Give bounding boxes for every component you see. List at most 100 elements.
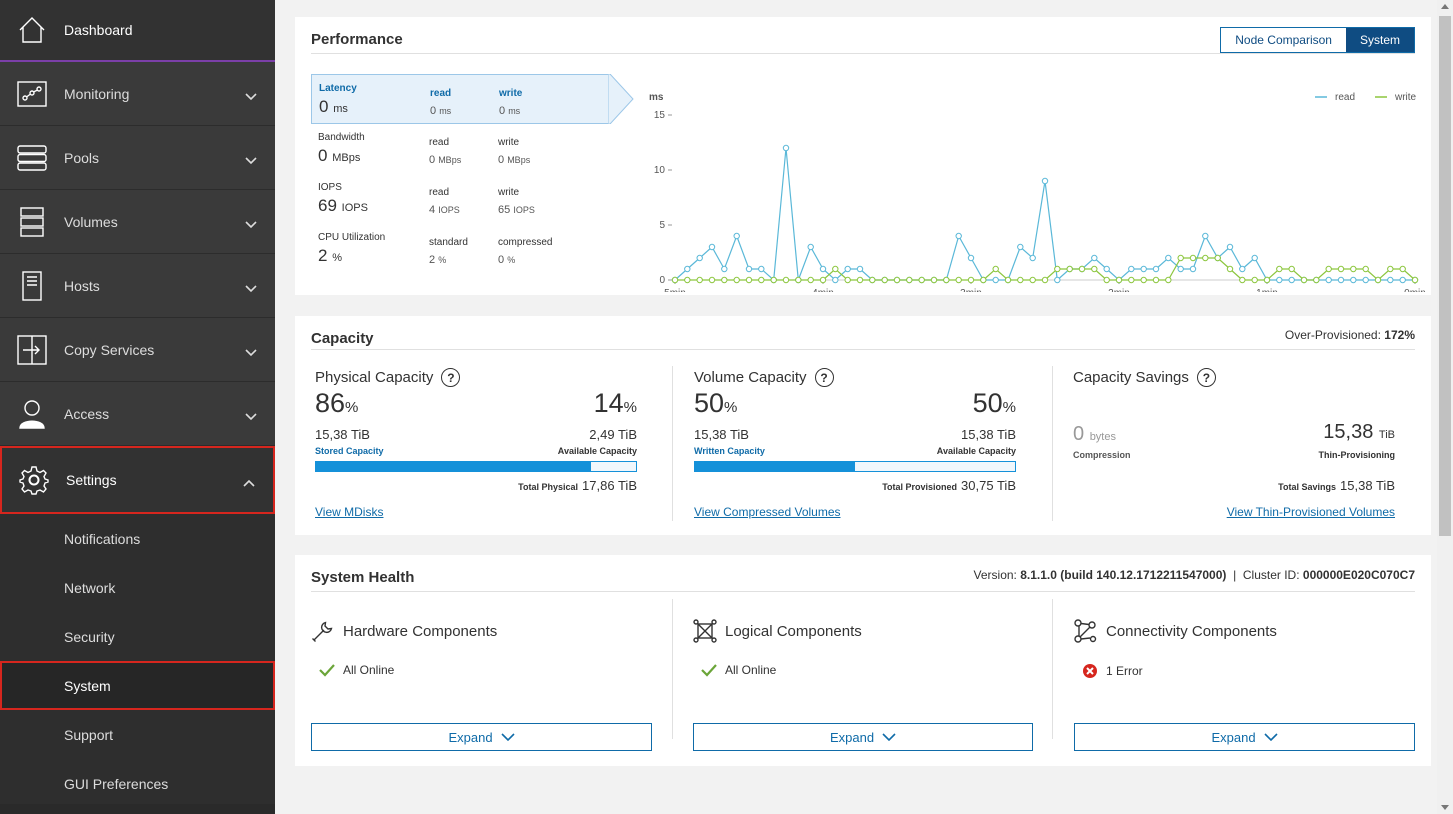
nav-settings[interactable]: Settings [0,446,275,514]
data-point-read [1054,276,1061,284]
metric-bandwidth[interactable]: Bandwidth 0 MBps read 0 MBps write 0 MBp… [311,124,611,174]
physical-capacity-title: Physical Capacity? [315,368,461,387]
nav-settings-label: Settings [66,472,117,488]
written-tib-value: 15,38 [694,427,727,442]
cluster-value: 000000E020C070C7 [1302,568,1415,582]
over-provisioned-value: 172% [1384,328,1415,342]
volume-capacity-title: Volume Capacity? [694,368,834,387]
compression-value: 0 [1073,423,1085,445]
metric-iops[interactable]: IOPS 69 IOPS read 4 IOPS write 65 IOPS [311,174,611,224]
y-axis-label: ms [649,92,664,103]
total-physical-label: Total Physical [518,482,579,492]
connectivity-status: 1 Error [1082,663,1143,679]
data-point-write [844,276,851,284]
nav-volumes[interactable]: Volumes [0,190,275,254]
view-mdisks-link[interactable]: View MDisks [315,505,384,519]
latency-chart: ms 0 5 10 15 5min 4min 3min 2min 1min 0min read writ… [649,92,1425,292]
error-icon [1083,664,1097,678]
metric-unit: % [332,252,342,264]
vertical-scrollbar[interactable] [1437,0,1453,814]
divider [1052,366,1053,521]
available-capacity-label: Available Capacity [557,446,637,456]
scroll-down-arrow-icon[interactable] [1441,805,1449,810]
wrench-icon [312,621,333,642]
help-icon[interactable]: ? [1196,368,1216,387]
y-tick-label: 15 [654,110,666,121]
sub-item-network[interactable]: Network [64,579,116,596]
connectivity-components: Connectivity Components 1 Error Expand [1074,599,1415,759]
node-comparison-button[interactable]: Node Comparison [1221,28,1346,52]
metric-cpu-utilization[interactable]: CPU Utilization 2 % standard 2 % compres… [311,224,611,274]
total-physical-value: 17,86 TiB [582,478,637,493]
x-tick-label: 5min [664,288,686,292]
logical-components-title: Logical Components [693,619,862,643]
monitoring-icon [0,80,64,107]
data-point-read [955,232,962,240]
hardware-components-title: Hardware Components [311,619,497,643]
nav-access[interactable]: Access [0,382,275,446]
nav-copy-services[interactable]: Copy Services [0,318,275,382]
over-provisioned-label: Over-Provisioned: [1284,328,1381,342]
metric-compressed-label: compressed [498,237,553,248]
metric-compressed-value: 0 % [498,254,515,266]
metric-name: CPU Utilization [318,232,386,243]
data-point-read [758,265,765,273]
view-thin-provisioned-volumes-link[interactable]: View Thin-Provisioned Volumes [1226,505,1395,519]
metric-read-value: 0 MBps [429,154,461,166]
sidebar-footer [0,804,275,814]
unit: TiB [729,427,749,442]
data-point-write [1189,254,1197,262]
metric-latency[interactable]: Latency 0 ms read 0 ms write 0 ms [311,74,634,124]
view-compressed-volumes-link[interactable]: View Compressed Volumes [694,505,841,519]
sub-item-system[interactable]: System [0,661,275,710]
nav-pools-label: Pools [64,149,100,166]
data-point-write [782,276,790,284]
expand-hardware-button[interactable]: Expand [311,723,652,751]
help-icon[interactable]: ? [814,368,834,387]
divider [672,599,673,739]
data-point-write [881,276,888,284]
nav-pools[interactable]: Pools [0,126,275,190]
data-point-write [1091,265,1098,273]
chevron-up-icon [243,474,255,492]
divider [311,591,1415,592]
expand-logical-button[interactable]: Expand [693,723,1033,751]
data-point-write [1239,276,1246,284]
connectivity-icon [1074,619,1097,643]
data-point-read [856,265,864,273]
data-point-write [1078,265,1086,273]
compression-label: Compression [1073,450,1131,460]
volume-capacity-heading: Volume Capacity [694,369,807,386]
help-icon[interactable]: ? [441,368,461,387]
series-line-write [675,257,1416,281]
data-point-write [721,276,728,284]
data-point-write [1140,276,1147,284]
metric-value-number: 0 [319,97,329,116]
data-point-write [696,276,703,284]
capacity-title: Capacity [311,330,374,347]
chevron-down-icon [245,408,257,426]
stored-capacity-label: Stored Capacity [315,446,384,456]
unit: TiB [350,427,370,442]
divider [311,53,1415,54]
available-tib-value: 2,49 [589,427,615,442]
sub-item-notifications[interactable]: Notifications [64,530,141,547]
data-point-write [930,276,938,284]
scroll-up-arrow-icon[interactable] [1441,4,1449,9]
data-point-read [1387,276,1394,284]
available-tib: 2,49 TiB [589,427,637,442]
expand-connectivity-button[interactable]: Expand [1074,723,1415,751]
nav-monitoring[interactable]: Monitoring [0,62,275,126]
data-point-write [1017,276,1024,284]
written-percent-value: 50 [694,388,725,418]
data-point-write [1411,276,1419,284]
data-point-write [795,276,802,284]
data-point-write [1350,265,1357,273]
nav-hosts[interactable]: Hosts [0,254,275,318]
nav-dashboard[interactable]: Dashboard [0,0,275,62]
sub-item-gui-preferences[interactable]: GUI Preferences [64,775,169,792]
scroll-thumb[interactable] [1439,16,1451,536]
sub-item-support[interactable]: Support [64,726,114,743]
system-button[interactable]: System [1345,28,1414,52]
sub-item-security[interactable]: Security [64,628,115,645]
